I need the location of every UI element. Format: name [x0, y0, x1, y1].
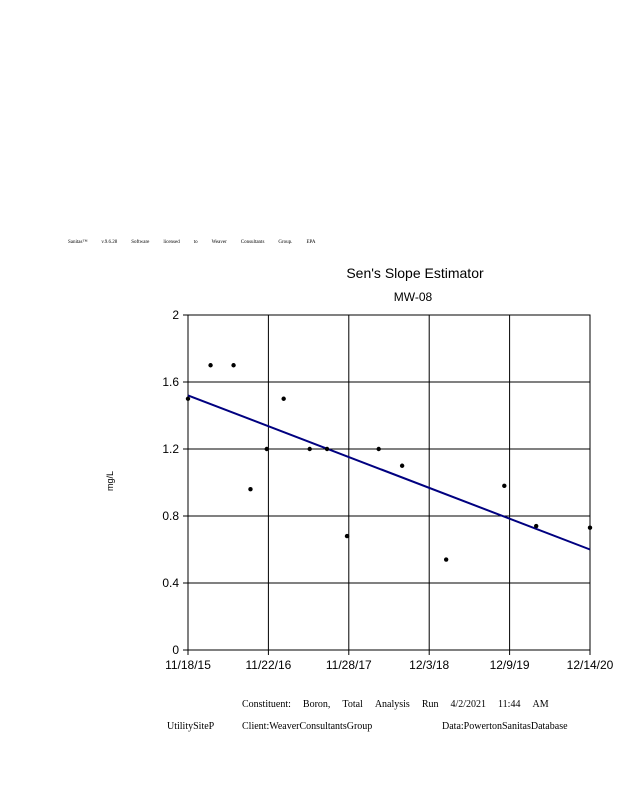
y-tick-label: 0.8: [162, 509, 179, 523]
data-point: [281, 396, 286, 401]
y-tick-label: 0: [172, 643, 179, 657]
x-tick-label: 12/9/19: [490, 658, 530, 672]
x-tick-label: 12/3/18: [409, 658, 449, 672]
data-point: [399, 463, 405, 468]
sens-slope-trend-line: [187, 394, 591, 551]
footer-word: Analysis: [374, 699, 410, 710]
license-word: Weaver: [211, 240, 227, 245]
license-word: v.9.6.28: [101, 240, 118, 245]
data-point: [208, 363, 213, 368]
footer-line-1: Constituent: Boron, Total Analysis Run 4/2/20…: [242, 699, 561, 710]
footer-word: Boron,: [302, 699, 331, 710]
x-tick-label: 12/14/20: [567, 658, 614, 672]
footer-word: AM: [532, 699, 549, 710]
chart-subtitle: MW-08: [394, 290, 433, 304]
y-tick-label: 1.6: [162, 375, 179, 389]
chart-title: Sen's Slope Estimator: [346, 265, 484, 281]
license-notice: Sanitas™ v.9.6.28 Software licensed to Weaver…: [68, 240, 329, 245]
footer-word: Constituent:: [242, 699, 291, 710]
y-tick-label: 2: [172, 308, 179, 322]
data-point: [248, 487, 253, 492]
footer-word: 11:44: [498, 699, 521, 710]
x-tick-label: 11/28/17: [326, 658, 372, 672]
license-word: Group.: [278, 240, 293, 245]
footer-data-source: Data:PowertonSanitasDatabase: [442, 721, 568, 732]
license-word: Sanitas™: [68, 240, 88, 245]
license-word: licensed: [163, 240, 180, 245]
license-word: EPA: [306, 240, 316, 245]
data-point: [587, 525, 593, 530]
license-word: Consultants: [240, 240, 265, 245]
footer-word: 4/2/2021: [450, 699, 487, 710]
y-axis-label: mg/L: [105, 471, 115, 491]
y-tick-label: 1.2: [162, 442, 179, 456]
license-word: Software: [131, 240, 150, 245]
data-point: [344, 533, 350, 539]
footer-site: UtilitySiteP: [167, 721, 215, 732]
x-tick-label: 11/18/15: [165, 658, 211, 672]
footer-word: Total: [342, 699, 363, 710]
data-point: [376, 446, 381, 452]
data-point: [231, 363, 236, 368]
data-point: [324, 446, 330, 452]
data-point: [185, 396, 191, 401]
plot-frame: [187, 314, 591, 651]
y-tick-label: 0.4: [162, 576, 179, 590]
data-point: [533, 523, 539, 529]
data-point: [502, 483, 507, 489]
footer-word: Run: [421, 699, 439, 710]
data-point: [443, 557, 449, 562]
data-point: [264, 446, 269, 452]
data-point: [307, 446, 312, 452]
footer-client: Client:WeaverConsultantsGroup: [242, 721, 373, 732]
x-tick-label: 11/22/16: [245, 658, 291, 672]
license-word: to: [193, 240, 198, 245]
